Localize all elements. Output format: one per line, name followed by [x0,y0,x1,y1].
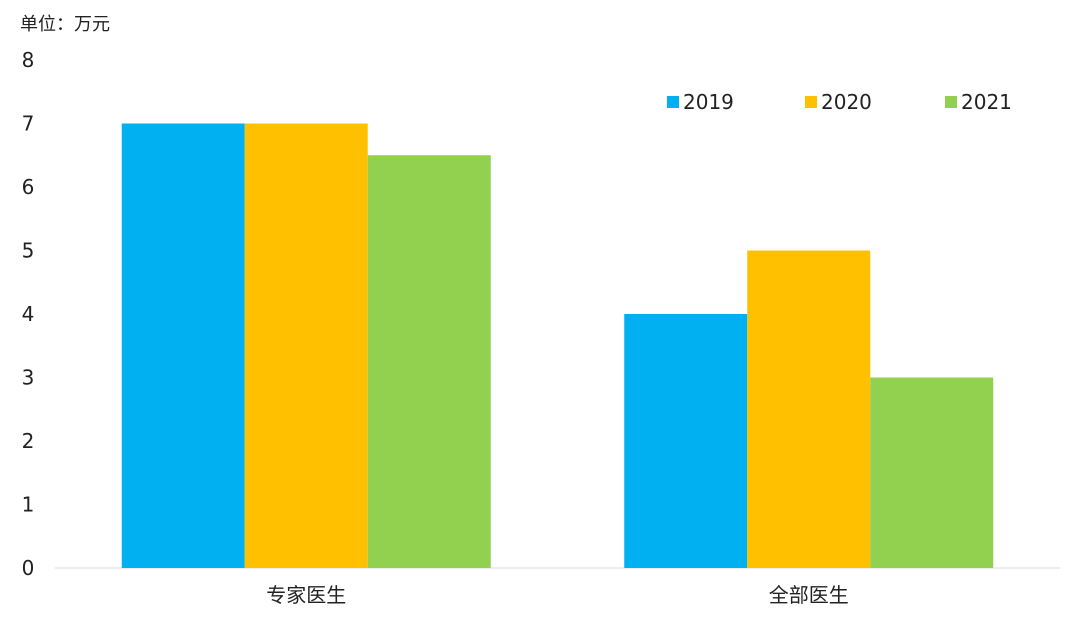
bar-2021-0 [367,155,491,568]
x-category-label: 专家医生 [266,583,346,607]
legend-swatch-2020 [805,96,817,108]
y-tick-label: 6 [22,175,35,199]
unit-label: 单位：万元 [20,14,110,35]
y-tick-label: 7 [22,112,35,136]
bar-2020-0 [244,123,368,568]
x-category-label: 全部医生 [769,583,849,607]
bar-2020-1 [747,250,871,568]
legend-swatch-2021 [945,96,957,108]
legend: 2019 2020 2021 [667,90,1012,114]
x-axis: 专家医生 全部医生 [266,583,849,607]
legend-label: 2020 [821,90,872,114]
y-tick-label: 5 [22,239,35,263]
legend-swatch-2019 [667,96,679,108]
y-tick-label: 2 [22,429,35,453]
y-tick-label: 4 [22,302,35,326]
bar-2021-1 [870,377,994,568]
legend-label: 2021 [961,90,1012,114]
bars [121,123,994,568]
y-axis: 0 1 2 3 4 5 6 7 8 [22,48,35,580]
y-tick-label: 8 [22,48,35,72]
legend-label: 2019 [683,90,734,114]
bar-2019-0 [121,123,245,568]
y-tick-label: 3 [22,366,35,390]
y-tick-label: 1 [22,493,35,517]
bar-2019-1 [624,314,748,568]
y-tick-label: 0 [22,556,35,580]
